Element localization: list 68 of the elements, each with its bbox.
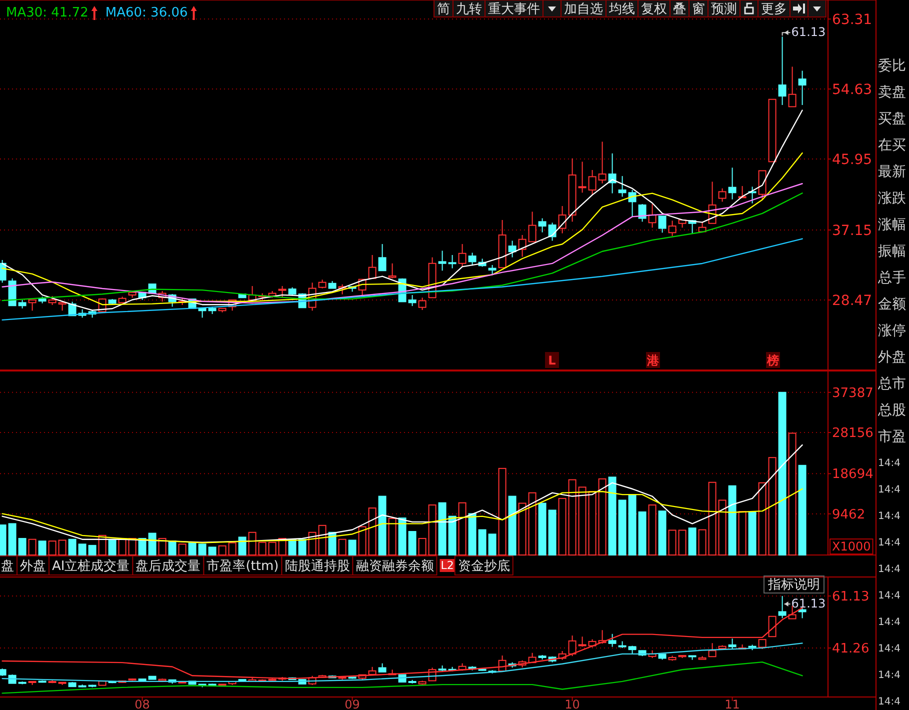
annotation: 61.13 — [791, 596, 826, 610]
y-tick-label: 61.13 — [832, 590, 870, 605]
annotation: 复权 — [641, 2, 667, 18]
text: X1000 — [832, 539, 871, 554]
text: 委比 — [878, 58, 906, 74]
text: 买盘 — [878, 110, 906, 127]
text: 外盘 — [20, 559, 46, 574]
annotation: 窗 — [692, 1, 705, 18]
text: 涨跌 — [878, 190, 906, 206]
annotation: 加自选 — [564, 2, 603, 18]
text: 陆股通持股 — [284, 559, 350, 574]
annotation: 叠 — [673, 2, 686, 18]
annotation: 指标说明 — [767, 578, 820, 593]
text: L2 — [440, 559, 454, 572]
y-tick-label: 63.31 — [832, 12, 872, 28]
y-tick-label: 45.95 — [832, 152, 872, 168]
annotation: 重大事件 — [488, 2, 540, 18]
text: 外盘 — [878, 349, 906, 366]
text: 市盈率(ttm) — [206, 558, 279, 574]
text: 总股 — [877, 402, 906, 418]
text: 14:4 — [878, 484, 900, 496]
y-tick-label: 18694 — [832, 467, 874, 482]
text: 金额 — [878, 296, 906, 312]
annotation: 简 — [437, 2, 450, 18]
text: 振幅 — [878, 243, 906, 260]
text: 盘 — [1, 559, 14, 574]
x-tick-label: 10 — [564, 697, 580, 710]
text: 涨停 — [878, 322, 906, 339]
text: 14:4 — [878, 696, 900, 708]
annotation: 榜 — [766, 353, 779, 368]
text: 涨幅 — [878, 216, 906, 233]
annotation: 预测 — [711, 2, 737, 18]
text: 市盈 — [878, 428, 906, 445]
text: 14:4 — [878, 644, 900, 655]
text: 14:4 — [878, 564, 900, 576]
y-tick-label: 28.47 — [832, 292, 872, 309]
text: 14:4 — [878, 617, 900, 628]
annotation: L — [548, 353, 556, 368]
text: 卖盘 — [878, 84, 906, 100]
text: 14:4 — [878, 511, 900, 522]
y-tick-label: 9462 — [832, 507, 866, 522]
annotation: 均线 — [608, 2, 635, 18]
text: 在买 — [878, 137, 906, 154]
x-tick-label: 09 — [344, 697, 360, 710]
annotation: 九转 — [456, 2, 482, 18]
annotation: 港 — [646, 353, 660, 368]
text: AI立桩成交量 — [52, 558, 130, 574]
x-tick-label: 08 — [134, 697, 150, 710]
y-tick-label: 37.15 — [832, 222, 872, 239]
y-tick-label: 41.26 — [832, 642, 870, 657]
text: 14:4 — [878, 670, 900, 682]
text: MA60: 36.06 — [105, 6, 188, 21]
y-tick-label: 54.63 — [832, 82, 872, 98]
text: 14:4 — [878, 590, 900, 602]
y-tick-label: 28156 — [832, 426, 874, 442]
text: 盘后成交量 — [136, 558, 201, 574]
annotation: 更多 — [761, 2, 787, 18]
text: 资金抄底 — [458, 559, 510, 574]
text: 总市 — [877, 376, 906, 392]
x-tick-label: 11 — [724, 697, 740, 710]
text: 14:4 — [878, 458, 900, 470]
text: MA30: 41.72 — [6, 6, 88, 21]
text: 融资融券余额 — [356, 559, 434, 574]
text: 14:4 — [878, 538, 900, 549]
text: 最新 — [878, 164, 906, 180]
y-tick-label: 37387 — [832, 386, 874, 401]
annotation: 61.13 — [791, 24, 826, 39]
text: 总手 — [877, 270, 906, 286]
